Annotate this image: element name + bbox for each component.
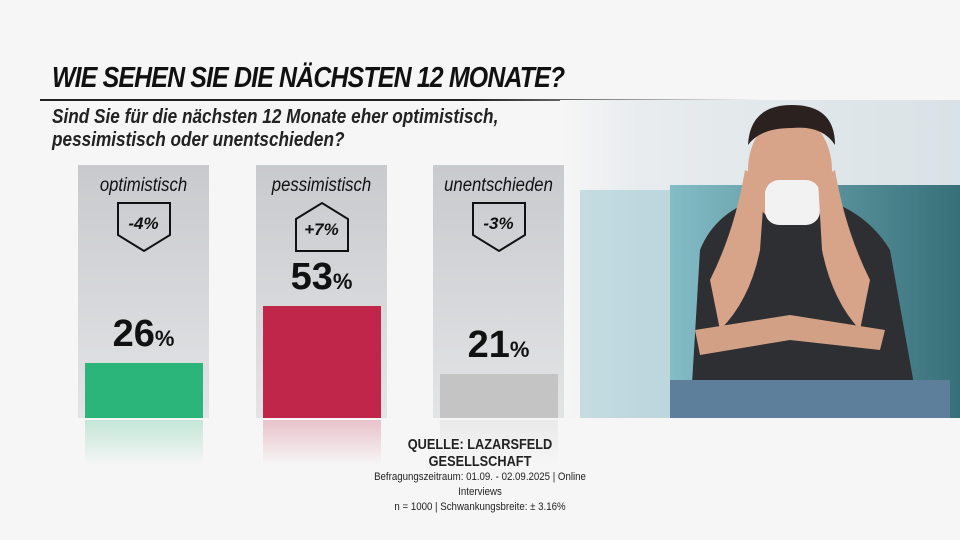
bar-optimistisch: [85, 363, 203, 418]
value-label: 53%: [290, 256, 353, 298]
source-block: QUELLE: LAZARSFELD GESELLSCHAFT Befragun…: [340, 436, 620, 515]
bar-reflection: [440, 420, 558, 465]
value-label: 21%: [467, 323, 530, 366]
page-title: WIE SEHEN SIE DIE NÄCHSTEN 12 MONATE?: [52, 62, 565, 94]
question-subtitle: Sind Sie für die nächsten 12 Monate eher…: [52, 106, 499, 151]
title-rule: [40, 99, 760, 101]
arrow-down-pentagon-icon: [471, 202, 526, 253]
sample-info: n = 1000 | Schwankungsbreite: ± 3.16%: [394, 501, 566, 513]
survey-period: Befragungszeitraum: 01.09. - 02.09.2025 …: [374, 471, 586, 498]
bar-reflection: [85, 420, 203, 465]
bar-reflection: [263, 420, 381, 465]
category-label: pessimistisch: [271, 175, 372, 196]
source-label: QUELLE: LAZARSFELD GESELLSCHAFT: [407, 436, 553, 470]
change-badge: +7%: [294, 201, 350, 253]
change-badge: -4%: [116, 201, 172, 253]
bar-pessimistisch: [263, 306, 381, 418]
change-value: +7%: [304, 220, 339, 239]
value-label: 26%: [112, 313, 175, 356]
category-label: unentschieden: [444, 175, 553, 196]
photo-masked-man: [560, 100, 960, 418]
change-value: -4%: [128, 214, 159, 233]
change-badge: -3%: [471, 201, 527, 253]
change-value: -3%: [483, 214, 514, 233]
category-label: optimistisch: [99, 175, 188, 196]
arrow-down-pentagon-icon: [116, 202, 171, 253]
arrow-up-pentagon-icon: [294, 201, 349, 252]
bar-unentschieden: [440, 373, 558, 418]
